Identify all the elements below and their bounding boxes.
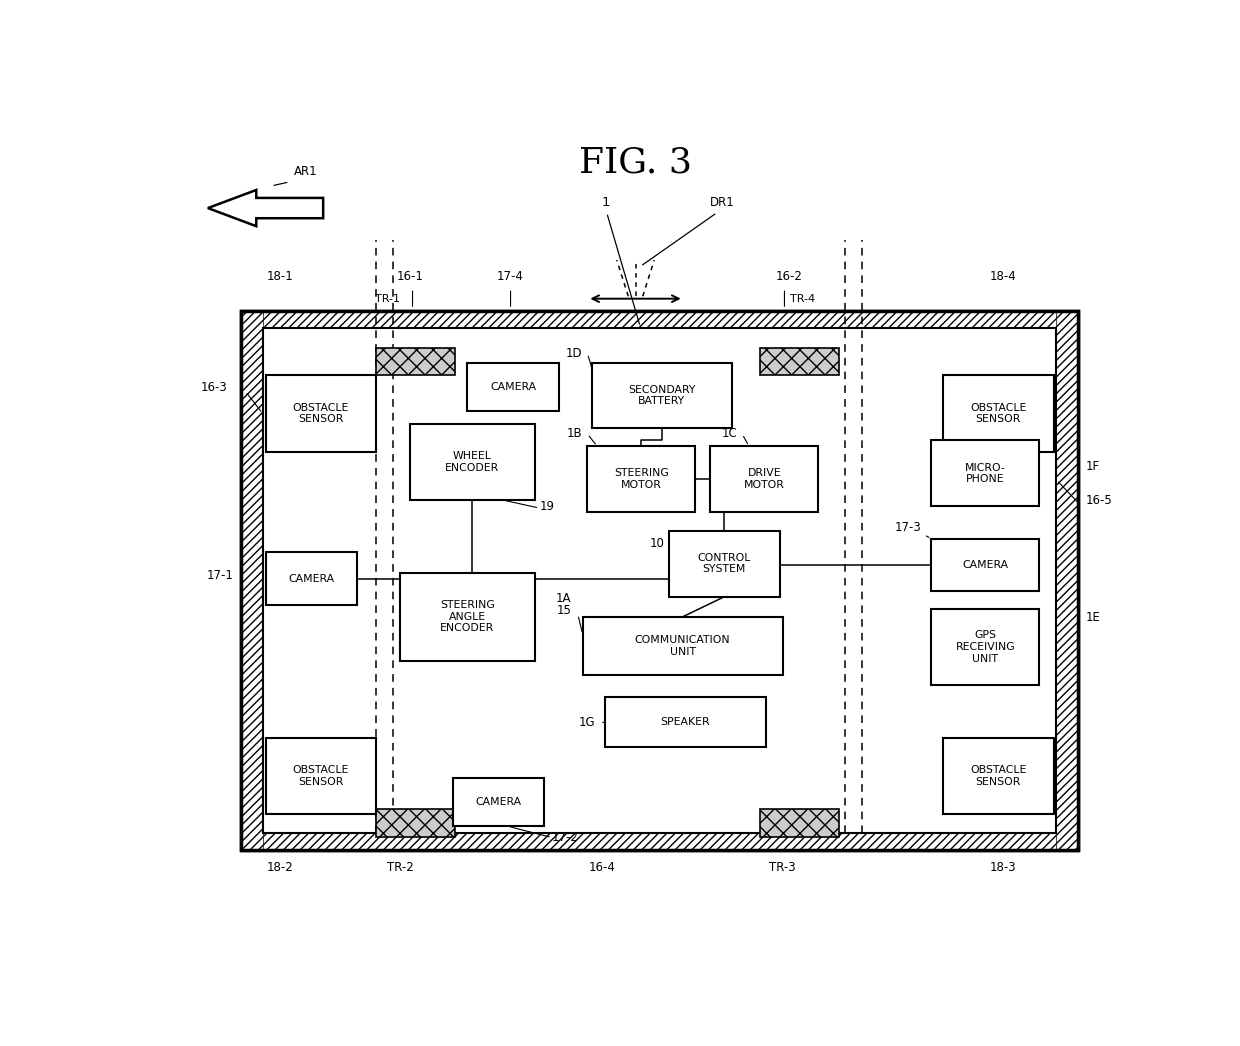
Text: SECONDARY
BATTERY: SECONDARY BATTERY xyxy=(629,385,696,406)
Text: 17-4: 17-4 xyxy=(497,270,525,283)
Bar xyxy=(401,572,534,661)
Bar xyxy=(605,698,766,747)
Text: AR1: AR1 xyxy=(294,165,317,179)
Bar xyxy=(467,363,558,411)
Bar xyxy=(263,328,1056,833)
Text: 17-1: 17-1 xyxy=(207,569,234,582)
Polygon shape xyxy=(208,190,324,226)
Bar xyxy=(931,440,1039,506)
Text: MICRO-
PHONE: MICRO- PHONE xyxy=(965,462,1006,484)
Text: OBSTACLE
SENSOR: OBSTACLE SENSOR xyxy=(293,765,348,787)
Text: 18-3: 18-3 xyxy=(990,861,1016,873)
Bar xyxy=(242,311,263,850)
Text: TR-2: TR-2 xyxy=(387,861,413,873)
Text: DRIVE
MOTOR: DRIVE MOTOR xyxy=(744,469,785,490)
Bar xyxy=(242,311,1078,850)
Text: 10: 10 xyxy=(650,537,665,550)
Text: CONTROL
SYSTEM: CONTROL SYSTEM xyxy=(698,553,751,574)
Text: 18-1: 18-1 xyxy=(267,270,294,283)
Text: 16-1: 16-1 xyxy=(397,270,423,283)
Text: STEERING
MOTOR: STEERING MOTOR xyxy=(614,469,668,490)
Bar xyxy=(760,810,839,837)
Text: CAMERA: CAMERA xyxy=(288,573,335,584)
Text: TR-1: TR-1 xyxy=(374,294,401,304)
Text: 16-3: 16-3 xyxy=(201,382,227,394)
Text: 16-2: 16-2 xyxy=(776,270,802,283)
Bar xyxy=(670,530,780,596)
Bar xyxy=(760,348,839,376)
Bar xyxy=(942,737,1054,814)
Bar xyxy=(265,737,376,814)
Text: SPEAKER: SPEAKER xyxy=(661,718,711,727)
Bar xyxy=(376,348,455,376)
Text: CAMERA: CAMERA xyxy=(490,382,536,392)
Bar xyxy=(409,424,534,500)
Text: TR-4: TR-4 xyxy=(790,294,815,304)
Text: 1: 1 xyxy=(601,196,610,209)
Text: 1D: 1D xyxy=(565,347,583,360)
Bar xyxy=(376,810,455,837)
Bar xyxy=(265,552,357,605)
Text: 1G: 1G xyxy=(579,715,595,729)
Bar xyxy=(242,311,1078,328)
Bar xyxy=(1056,311,1078,850)
Bar xyxy=(593,363,732,428)
Text: GPS
RECEIVING
UNIT: GPS RECEIVING UNIT xyxy=(956,631,1016,663)
Text: 17-2: 17-2 xyxy=(552,831,579,844)
Text: FIG. 3: FIG. 3 xyxy=(579,145,692,180)
Text: 16-4: 16-4 xyxy=(589,861,615,873)
Text: 1A: 1A xyxy=(556,592,572,606)
Text: 19: 19 xyxy=(539,500,554,513)
Bar xyxy=(583,617,782,675)
Text: 15: 15 xyxy=(557,605,572,617)
Text: OBSTACLE
SENSOR: OBSTACLE SENSOR xyxy=(293,403,348,425)
Text: CAMERA: CAMERA xyxy=(475,797,522,808)
Text: OBSTACLE
SENSOR: OBSTACLE SENSOR xyxy=(970,403,1027,425)
Bar xyxy=(931,609,1039,685)
Text: TR-3: TR-3 xyxy=(769,861,796,873)
Text: STEERING
ANGLE
ENCODER: STEERING ANGLE ENCODER xyxy=(440,600,495,634)
Bar xyxy=(242,833,1078,850)
Bar xyxy=(942,376,1054,452)
Text: OBSTACLE
SENSOR: OBSTACLE SENSOR xyxy=(970,765,1027,787)
Text: 1E: 1E xyxy=(1085,611,1100,623)
Text: 17-3: 17-3 xyxy=(895,521,921,533)
Text: DR1: DR1 xyxy=(709,196,734,209)
Bar xyxy=(711,446,818,513)
Text: 1C: 1C xyxy=(722,428,738,440)
Text: 16-5: 16-5 xyxy=(1085,494,1112,507)
Bar xyxy=(242,311,1078,850)
Text: CAMERA: CAMERA xyxy=(962,560,1008,570)
Bar xyxy=(588,446,696,513)
Bar xyxy=(265,376,376,452)
Text: 18-2: 18-2 xyxy=(267,861,294,873)
Text: WHEEL
ENCODER: WHEEL ENCODER xyxy=(445,451,500,473)
Text: 1B: 1B xyxy=(567,428,583,440)
Text: 1F: 1F xyxy=(1085,460,1100,473)
Bar xyxy=(453,778,544,826)
Text: 18-4: 18-4 xyxy=(990,270,1016,283)
Text: COMMUNICATION
UNIT: COMMUNICATION UNIT xyxy=(635,635,730,657)
Bar xyxy=(931,539,1039,591)
